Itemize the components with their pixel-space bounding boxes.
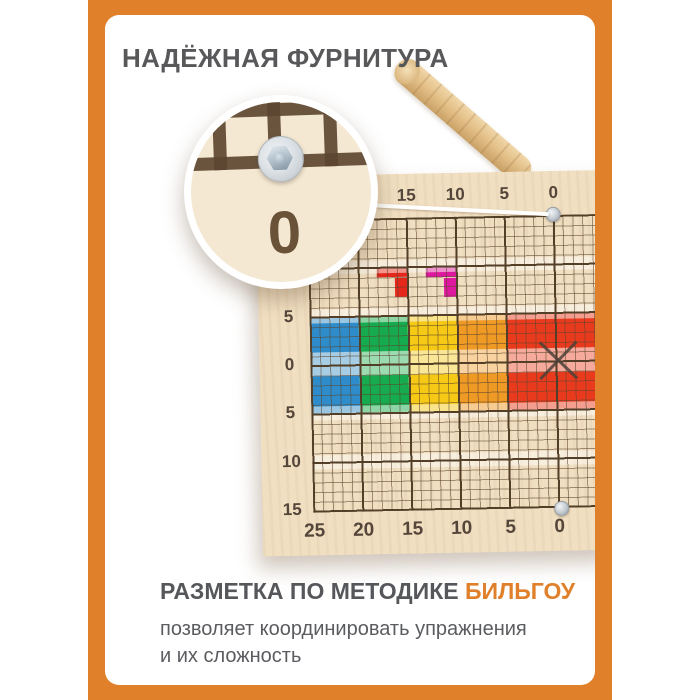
axis-label: 20 (352, 519, 375, 541)
axis-label: 0 (548, 182, 559, 203)
bottom-heading-gray: РАЗМЕТКА ПО МЕТОДИКЕ (160, 578, 459, 604)
white-card: НАДЁЖНАЯ ФУРНИТУРА (105, 15, 595, 685)
bottom-heading-orange: БИЛЬГОУ (465, 578, 576, 604)
body-line: позволяет координировать упражнения (160, 618, 527, 640)
magnifier-circle: 0 (184, 95, 378, 289)
orange-frame: НАДЁЖНАЯ ФУРНИТУРА (88, 0, 612, 700)
axis-label: 5 (505, 516, 517, 538)
axis-label: 10 (445, 184, 465, 204)
bottom-heading: РАЗМЕТКА ПО МЕТОДИКЕ БИЛЬГОУ (160, 578, 575, 605)
top-title: НАДЁЖНАЯ ФУРНИТУРА (122, 43, 449, 73)
screw-icon (257, 135, 305, 183)
bottom-body-text: позволяет координировать упражнения и их… (160, 616, 527, 670)
x-mark (535, 337, 582, 384)
axis-label: 25 (303, 520, 326, 542)
screw-icon (554, 500, 570, 516)
axis-label: 0 (554, 515, 566, 537)
axis-label: 5 (285, 402, 296, 423)
axis-label: 15 (396, 185, 416, 205)
axis-label: 5 (283, 306, 294, 327)
magnified-grid-line (211, 102, 228, 171)
axis-label: 0 (284, 354, 295, 375)
axis-label: 10 (281, 451, 301, 472)
axis-label: 5 (499, 183, 510, 203)
axis-label: 15 (401, 518, 424, 540)
axis-label: 10 (450, 517, 473, 539)
magnified-zero-label: 0 (266, 198, 303, 267)
axis-label: 15 (282, 499, 302, 520)
magnified-grid-line (322, 102, 339, 167)
body-line: и их сложность (160, 645, 302, 667)
